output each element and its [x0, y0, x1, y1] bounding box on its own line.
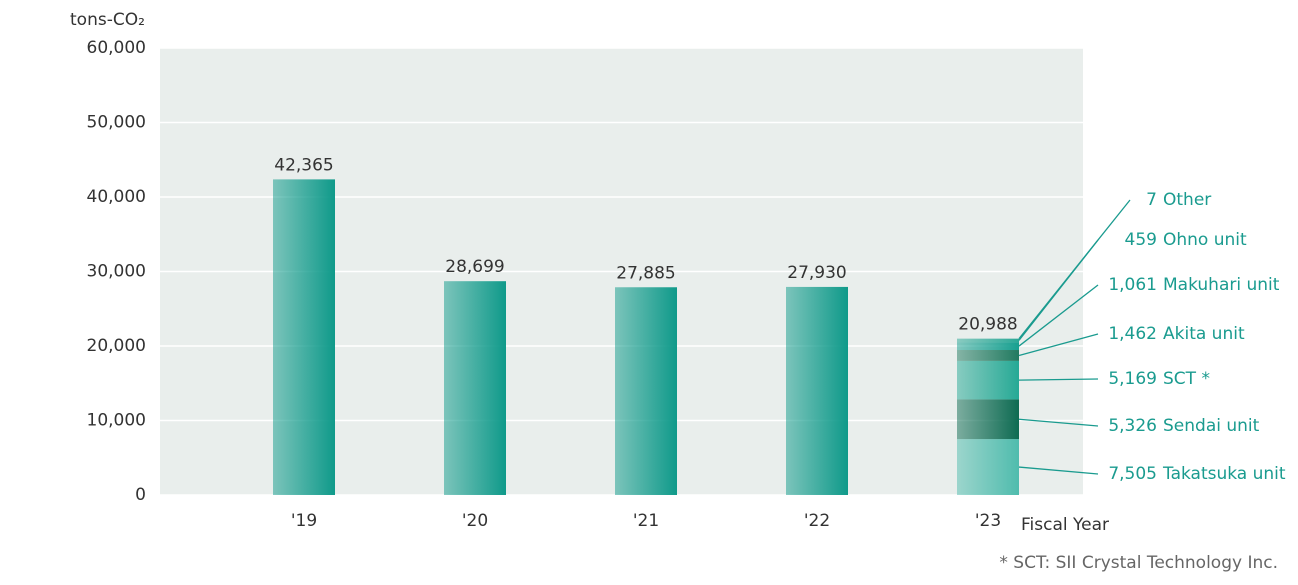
x-tick-label: '22	[804, 511, 830, 531]
bar-segment	[957, 342, 1019, 351]
bar-value-label: 27,885	[616, 263, 675, 283]
segment-value-label: 1,462	[1108, 324, 1157, 344]
bar-segment	[957, 338, 1019, 343]
segment-value-label: 7,505	[1108, 464, 1157, 484]
leader-line	[1018, 418, 1099, 427]
y-tick-label: 0	[135, 485, 146, 505]
footnote: * SCT: SII Crystal Technology Inc.	[999, 553, 1278, 573]
y-tick-label: 30,000	[87, 262, 146, 282]
bar-segment	[957, 399, 1019, 440]
x-tick-label: '19	[291, 511, 317, 531]
legend-label: Ohno unit	[1163, 230, 1247, 250]
legend-label: Takatsuka unit	[1162, 464, 1286, 484]
segment-value-label: 7	[1146, 190, 1157, 210]
bar-segment	[957, 360, 1019, 400]
legend-label: Sendai unit	[1163, 416, 1260, 436]
leader-line	[1018, 378, 1099, 381]
y-axis-label: tons-CO₂	[70, 10, 145, 30]
y-tick-label: 60,000	[87, 38, 146, 58]
segment-value-label: 459	[1125, 230, 1157, 250]
y-tick-label: 40,000	[87, 187, 146, 207]
legend-label: Akita unit	[1163, 324, 1245, 344]
segment-value-label: 5,169	[1108, 369, 1157, 389]
x-tick-label: '23	[975, 511, 1001, 531]
x-tick-label: '21	[633, 511, 659, 531]
bar-value-label: 27,930	[787, 263, 846, 283]
legend-label: Other	[1163, 190, 1211, 210]
y-tick-label: 50,000	[87, 113, 146, 133]
x-axis-label: Fiscal Year	[1021, 515, 1109, 535]
segment-value-label: 1,061	[1108, 275, 1157, 295]
bar	[786, 286, 848, 495]
leader-line	[1018, 333, 1099, 357]
leader-line	[1018, 199, 1131, 340]
legend-label: Makuhari unit	[1163, 275, 1280, 295]
y-tick-label: 20,000	[87, 336, 146, 356]
bar-segment	[957, 439, 1019, 495]
bar-segment	[957, 350, 1019, 361]
bar	[273, 179, 335, 496]
segment-value-label: 5,326	[1108, 416, 1157, 436]
legend-label: SCT *	[1163, 369, 1210, 389]
bar-value-label: 20,988	[958, 315, 1017, 335]
bar	[444, 281, 506, 495]
bar-value-label: 28,699	[445, 257, 504, 277]
leader-line	[1018, 284, 1099, 347]
bar	[615, 287, 677, 495]
bar-value-label: 42,365	[274, 155, 333, 175]
x-tick-label: '20	[462, 511, 488, 531]
y-tick-label: 10,000	[87, 411, 146, 431]
leader-line	[1018, 466, 1099, 475]
